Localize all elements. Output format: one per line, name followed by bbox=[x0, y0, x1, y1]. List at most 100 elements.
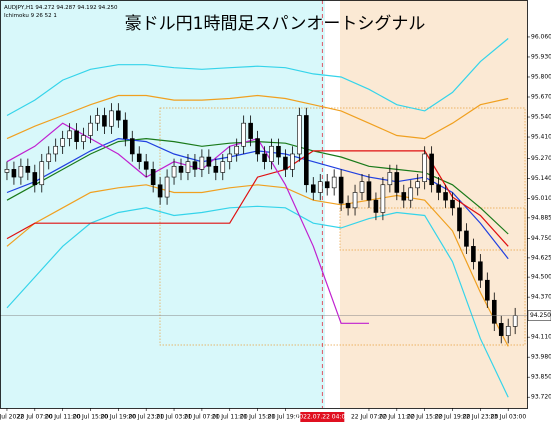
candle-body bbox=[143, 161, 149, 170]
x-tick-label: 20 Jul 15:00 bbox=[73, 414, 109, 421]
candle-body bbox=[498, 323, 504, 336]
candle-body bbox=[95, 115, 100, 124]
x-tick-label: 21 Jul 11:00 bbox=[212, 414, 248, 421]
candle-body bbox=[429, 153, 434, 186]
candle-body bbox=[512, 315, 518, 327]
candle-body bbox=[331, 176, 337, 189]
candle-body bbox=[304, 115, 309, 186]
plot-frame bbox=[0, 0, 528, 409]
x-tick-label: 22 Jul 07:00 bbox=[351, 414, 387, 421]
candle-body bbox=[116, 110, 121, 121]
x-tick-label: 20 Jul 23:00 bbox=[128, 414, 164, 421]
y-tick-label: 95.800 bbox=[531, 73, 551, 80]
price-label: 94.250 bbox=[530, 312, 551, 319]
y-tick-label: 94.500 bbox=[531, 274, 551, 281]
candle-body bbox=[81, 135, 86, 142]
candle-body bbox=[464, 230, 469, 247]
candle-body bbox=[255, 138, 260, 155]
y-tick-label: 95.270 bbox=[531, 155, 551, 162]
candle-body bbox=[471, 246, 476, 263]
candle-body bbox=[227, 153, 233, 162]
candle-body bbox=[32, 172, 38, 186]
x-tick-label: 22 Jul 11:00 bbox=[379, 414, 415, 421]
candle-body bbox=[436, 184, 441, 193]
candle-body bbox=[185, 161, 191, 173]
x-tick-label: 22 Jul 15:00 bbox=[407, 414, 443, 421]
candle-body bbox=[345, 202, 351, 209]
candle-body bbox=[199, 156, 205, 170]
candle-body bbox=[443, 192, 448, 201]
candle-body bbox=[310, 184, 316, 193]
candle-body bbox=[60, 138, 65, 147]
x-tick-label: 21 Jul 03:00 bbox=[156, 414, 192, 421]
indicator-info: Ichimoku 9 26 52 1 bbox=[4, 13, 57, 19]
candle-body bbox=[485, 279, 490, 301]
candle-body bbox=[297, 115, 302, 155]
y-tick-label: 94.625 bbox=[531, 254, 551, 261]
y-tick-label: 96.060 bbox=[531, 33, 551, 40]
y-tick-label: 95.930 bbox=[531, 53, 551, 60]
candle-body bbox=[136, 153, 142, 162]
candle-body bbox=[394, 172, 400, 193]
x-tick-label: 20 Jul 2022 bbox=[0, 414, 24, 421]
candle-body bbox=[491, 299, 497, 324]
candle-body bbox=[150, 169, 156, 186]
candle-body bbox=[220, 161, 226, 173]
candle-body bbox=[359, 181, 365, 193]
candle-body bbox=[269, 145, 274, 162]
candle-body bbox=[213, 165, 219, 173]
candle-body bbox=[338, 176, 344, 204]
candle-body bbox=[11, 169, 17, 178]
candle-body bbox=[234, 145, 239, 155]
candle-body bbox=[46, 153, 52, 162]
cursor-label-bg bbox=[300, 412, 345, 422]
candle-body bbox=[123, 119, 128, 139]
candle-body bbox=[373, 199, 379, 213]
candle-body bbox=[25, 165, 31, 173]
candle-body bbox=[478, 261, 483, 281]
candle-body bbox=[283, 156, 288, 170]
y-tick-label: 95.010 bbox=[531, 195, 551, 202]
y-tick-label: 94.750 bbox=[531, 235, 551, 242]
candle-body bbox=[192, 161, 198, 170]
x-tick-label: 21 Jul 07:00 bbox=[184, 414, 220, 421]
y-tick-label: 95.410 bbox=[531, 134, 551, 141]
x-tick-label: 21 Jul 19:00 bbox=[267, 414, 303, 421]
candle-body bbox=[262, 153, 267, 162]
chart-title: 豪ドル円1時間足スパンオートシグナル bbox=[125, 13, 426, 34]
candle-body bbox=[505, 326, 511, 336]
candle-body bbox=[67, 130, 72, 139]
candle-body bbox=[206, 156, 212, 167]
candle-body bbox=[164, 176, 170, 198]
candle-body bbox=[18, 165, 24, 178]
y-tick-label: 95.670 bbox=[531, 93, 551, 100]
y-tick-label: 93.980 bbox=[531, 354, 551, 361]
candle-body bbox=[317, 181, 323, 193]
x-tick-label: 22 Jul 23:00 bbox=[462, 414, 498, 421]
candle-body bbox=[88, 122, 93, 136]
x-tick-label: 20 Jul 19:00 bbox=[100, 414, 136, 421]
candle-body bbox=[4, 169, 10, 173]
x-tick-label: 20 Jul 07:00 bbox=[17, 414, 53, 421]
x-tick-label: 23 Jul 03:00 bbox=[490, 414, 526, 421]
candle-body bbox=[39, 161, 45, 186]
background-left bbox=[0, 0, 325, 408]
candle-body bbox=[129, 138, 135, 155]
candle-body bbox=[290, 153, 295, 170]
candle-body bbox=[387, 172, 393, 186]
candle-body bbox=[457, 207, 462, 232]
indicator-line bbox=[6, 184, 509, 347]
drawn-box bbox=[159, 107, 526, 346]
candle-body bbox=[352, 192, 358, 209]
candle-body bbox=[109, 110, 114, 127]
x-tick-label: 20 Jul 11:00 bbox=[45, 414, 81, 421]
y-tick-label: 95.140 bbox=[531, 175, 551, 182]
cursor-label: 2022.07.22 04:00 bbox=[296, 414, 350, 421]
indicator-line bbox=[6, 38, 509, 117]
candle-body bbox=[450, 199, 455, 209]
candle-body bbox=[74, 130, 79, 142]
candle-body bbox=[248, 122, 253, 139]
indicator-line bbox=[6, 94, 509, 140]
